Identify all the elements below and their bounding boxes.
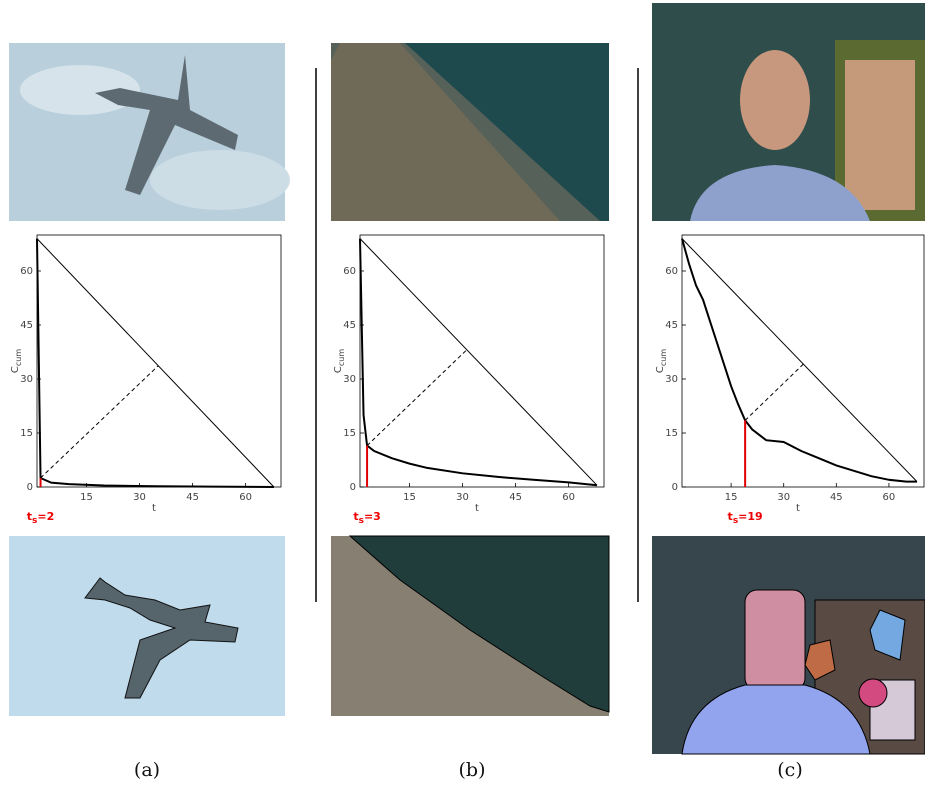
knee-label-rest: =3 (364, 510, 381, 523)
x-axis-label: t (475, 503, 479, 514)
x-tick-label: 45 (830, 492, 843, 503)
y-axis-label-sub: cum (14, 349, 23, 366)
y-axis-label-main: C (655, 366, 666, 373)
x-axis-label: t (796, 503, 800, 514)
x-tick-label: 60 (883, 492, 896, 503)
diagonal (360, 239, 597, 486)
knee-distance (41, 366, 159, 478)
y-axis-label-main: C (10, 366, 21, 373)
x-tick-label: 15 (80, 492, 93, 503)
y-tick-label: 30 (665, 374, 678, 385)
caption: (a) (134, 759, 160, 781)
y-tick-label: 60 (665, 266, 678, 277)
x-tick-label: 60 (562, 492, 575, 503)
x-tick-label: 15 (725, 492, 738, 503)
figure: 0 15 30 45 60 15 30 45 60 t Ccum ts=2 (a) 0 15 30 45 60 15… (0, 0, 925, 785)
photo-c (652, 3, 925, 221)
y-tick-label: 0 (350, 482, 356, 493)
y-axis-label-sub: cum (659, 349, 668, 366)
x-tick-label: 30 (777, 492, 790, 503)
plot-frame (37, 235, 281, 487)
y-tick-label: 0 (672, 482, 678, 493)
y-tick-label: 60 (20, 266, 33, 277)
y-tick-label: 0 (27, 482, 33, 493)
y-tick-label: 45 (343, 320, 356, 331)
y-axis-label: Ccum (10, 349, 23, 373)
plot-frame (360, 235, 604, 487)
y-tick-label: 15 (20, 428, 33, 439)
y-axis-label: Ccum (333, 349, 346, 373)
knee-distance (745, 364, 803, 420)
knee-label-rest: =2 (37, 510, 54, 523)
segmentation-c (652, 536, 925, 754)
knee-label: ts=2 (27, 510, 55, 526)
y-tick-label: 30 (343, 374, 356, 385)
knee-label: ts=19 (728, 510, 763, 526)
knee-distance (367, 350, 467, 446)
y-axis-label-main: C (333, 366, 344, 373)
y-tick-label: 15 (665, 428, 678, 439)
plot-frame (682, 235, 924, 487)
segmentation-b (331, 536, 609, 716)
page: {"chart_data": [ {"type": "line", "capti… (0, 0, 925, 785)
x-tick-label: 60 (239, 492, 252, 503)
diagonal (37, 239, 274, 487)
y-tick-label: 30 (20, 374, 33, 385)
x-tick-label: 45 (509, 492, 522, 503)
photo-b (331, 43, 609, 221)
photo-a (9, 43, 290, 221)
x-tick-label: 45 (186, 492, 199, 503)
x-tick-label: 30 (456, 492, 469, 503)
caption: (c) (777, 759, 802, 781)
segmentation-a (9, 536, 285, 716)
y-axis-label-sub: cum (337, 349, 346, 366)
x-tick-label: 15 (403, 492, 416, 503)
y-tick-label: 15 (343, 428, 356, 439)
knee-label-rest: =19 (738, 510, 763, 523)
x-tick-label: 30 (133, 492, 146, 503)
knee-label: ts=3 (353, 510, 381, 526)
x-axis-label: t (152, 503, 156, 514)
caption: (b) (459, 759, 486, 781)
diagonal (682, 239, 917, 482)
y-tick-label: 45 (665, 320, 678, 331)
y-axis-label: Ccum (655, 349, 668, 373)
y-tick-label: 45 (20, 320, 33, 331)
y-tick-label: 60 (343, 266, 356, 277)
